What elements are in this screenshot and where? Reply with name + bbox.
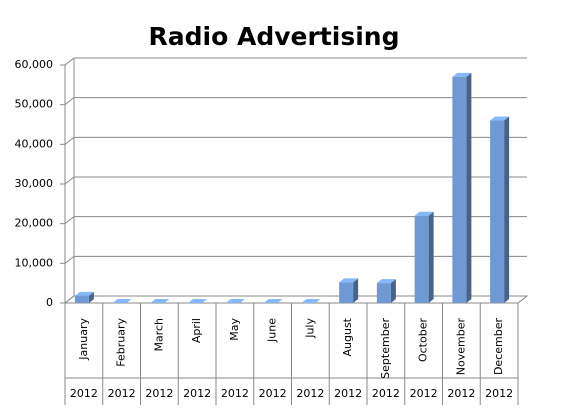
bar-top [263,299,283,303]
x-group-label: 2012 [221,387,249,400]
y-tick-label: 10,000 [15,256,54,269]
bar-top [376,279,396,284]
grid-line [64,57,527,66]
bar [414,215,429,303]
y-tick-label: 20,000 [15,217,54,230]
x-group-label: 2012 [410,387,438,400]
x-group-label: 2012 [447,387,475,400]
bar-top [150,299,170,303]
bar-side [353,278,359,303]
y-tick-label: 30,000 [15,177,54,190]
x-group-label: 2012 [334,387,362,400]
x-tick-label: February [115,318,128,367]
bar [339,282,354,303]
bar-side [504,116,510,304]
bar [452,76,467,304]
bar-top [74,291,94,296]
x-group-label: 2012 [183,387,211,400]
x-tick-label: July [303,318,316,339]
x-tick-label: October [417,318,430,362]
chart-title: Radio Advertising [149,22,400,51]
bar-top [452,72,472,77]
bar-top [490,116,510,121]
grid-line [64,176,527,185]
bar-top [225,299,245,303]
x-group-label: 2012 [485,387,513,400]
y-tick-label: 50,000 [15,98,54,111]
grid-line [64,216,527,225]
x-group-label: 2012 [372,387,400,400]
bar [376,283,391,303]
bar-top [339,278,359,283]
bar-side [428,211,434,303]
bar [74,295,89,303]
y-tick-label: 0 [46,296,53,309]
x-tick-label: June [266,318,279,343]
x-tick-label: August [341,317,354,356]
grid-line [64,295,527,304]
x-tick-label: September [379,318,392,379]
x-group-label: 2012 [259,387,287,400]
x-group-label: 2012 [70,387,98,400]
bar-top [188,299,208,303]
bar-side [390,279,396,303]
grid-line [64,255,527,264]
grid-line [64,97,527,106]
x-tick-label: April [190,318,203,343]
x-group-label: 2012 [145,387,173,400]
x-group-label: 2012 [108,387,136,400]
bar-top [301,299,321,303]
y-tick-label: 40,000 [15,137,54,150]
bar [490,120,505,304]
bar-top [112,299,132,303]
y-tick-label: 60,000 [15,58,54,71]
bar-side [88,291,94,303]
x-tick-label: May [228,318,241,341]
x-group-label: 2012 [296,387,324,400]
x-tick-label: March [152,318,165,352]
x-tick-label: January [77,318,90,361]
grid-line [64,136,527,145]
bar-top [414,211,434,216]
x-tick-label: December [492,318,505,376]
x-tick-label: November [454,318,467,376]
bar-side [466,72,472,304]
